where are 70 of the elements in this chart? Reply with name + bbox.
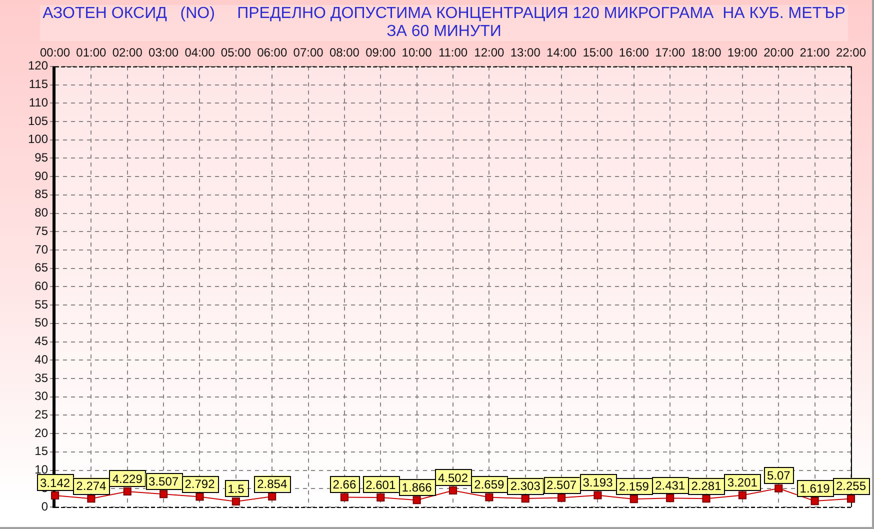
data-label: 2.281 xyxy=(691,478,722,493)
x-tick-label: 18:00 xyxy=(691,46,722,60)
x-tick-label: 20:00 xyxy=(764,46,794,60)
x-tick-label: 08:00 xyxy=(329,46,360,60)
y-tick-label: 15 xyxy=(34,444,48,458)
data-label: 2.303 xyxy=(510,478,541,493)
data-label: 2.274 xyxy=(76,478,107,493)
data-label: 2.792 xyxy=(184,477,216,492)
data-label: 4.229 xyxy=(112,472,143,486)
x-tick-label: 02:00 xyxy=(112,46,143,60)
y-tick-label: 100 xyxy=(28,132,48,146)
y-tick-label: 50 xyxy=(34,316,48,330)
y-tick-label: 95 xyxy=(34,150,48,165)
data-label: 2.255 xyxy=(836,479,866,494)
x-tick-label: 14:00 xyxy=(546,46,577,60)
x-tick-label: 01:00 xyxy=(76,46,107,60)
data-label: 2.159 xyxy=(618,479,650,494)
data-label: 2.431 xyxy=(655,478,686,492)
data-label: 1.866 xyxy=(402,480,432,494)
y-tick-label: 60 xyxy=(34,279,48,294)
y-tick-label: 20 xyxy=(34,426,48,440)
x-tick-label: 03:00 xyxy=(148,46,179,60)
x-tick-label: 11:00 xyxy=(438,46,468,60)
x-tick-label: 07:00 xyxy=(293,46,324,60)
y-tick-label: 70 xyxy=(34,242,48,256)
y-tick-label: 35 xyxy=(34,370,48,385)
data-label: 5.07 xyxy=(766,468,791,483)
y-tick-label: 30 xyxy=(34,389,48,404)
y-tick-label: 120 xyxy=(28,58,48,73)
y-tick-label: 0 xyxy=(41,499,48,514)
data-label: 3.201 xyxy=(727,476,758,490)
x-tick-label: 16:00 xyxy=(618,46,650,60)
x-tick-label: 15:00 xyxy=(582,46,614,60)
y-tick-label: 80 xyxy=(34,206,48,220)
data-label: 2.507 xyxy=(546,478,577,492)
y-tick-label: 105 xyxy=(28,114,48,128)
chart-title: АЗОТЕН ОКСИД (NO) ПРЕДЕЛНО ДОПУСТИМА КОНЦЕНТРАЦИЯ 120 МИКРОГРАМА НА КУБ. МЕТЪР ЗА 60 МИНУТИ xyxy=(40,5,848,41)
data-label: 2.659 xyxy=(474,478,505,492)
y-tick-label: 10 xyxy=(34,462,48,477)
x-tick-label: 04:00 xyxy=(184,46,216,60)
x-tick-label: 00:00 xyxy=(40,46,70,60)
x-tick-label: 06:00 xyxy=(257,46,288,60)
x-tick-label: 10:00 xyxy=(402,46,432,60)
data-label: 3.193 xyxy=(582,476,614,490)
y-tick-label: 75 xyxy=(34,224,48,238)
y-tick-label: 55 xyxy=(34,297,48,312)
y-tick-label: 115 xyxy=(28,77,48,92)
y-tick-label: 45 xyxy=(34,334,48,348)
x-tick-label: 17:00 xyxy=(655,46,686,60)
data-label: 2.66 xyxy=(332,478,356,492)
data-label: 3.142 xyxy=(40,476,70,490)
y-tick-label: 65 xyxy=(34,260,48,275)
data-label: 1.5 xyxy=(228,482,245,496)
x-tick-label: 12:00 xyxy=(474,46,505,60)
data-label: 2.601 xyxy=(366,478,396,492)
y-tick-label: 110 xyxy=(28,95,48,110)
y-tick-label: 25 xyxy=(34,408,48,422)
data-label: 4.502 xyxy=(438,470,468,485)
x-tick-label: 05:00 xyxy=(220,46,252,60)
data-label: 1.619 xyxy=(800,481,830,496)
x-tick-label: 22:00 xyxy=(836,46,866,60)
x-tick-label: 13:00 xyxy=(510,46,541,60)
y-tick-label: 85 xyxy=(34,187,48,202)
x-tick-label: 21:00 xyxy=(800,46,830,60)
data-label: 2.854 xyxy=(257,476,288,491)
data-label: 3.507 xyxy=(148,474,179,488)
y-tick-label: 40 xyxy=(34,352,48,366)
x-tick-label: 19:00 xyxy=(727,46,758,60)
y-tick-label: 90 xyxy=(34,168,48,183)
x-tick-label: 09:00 xyxy=(366,46,396,60)
